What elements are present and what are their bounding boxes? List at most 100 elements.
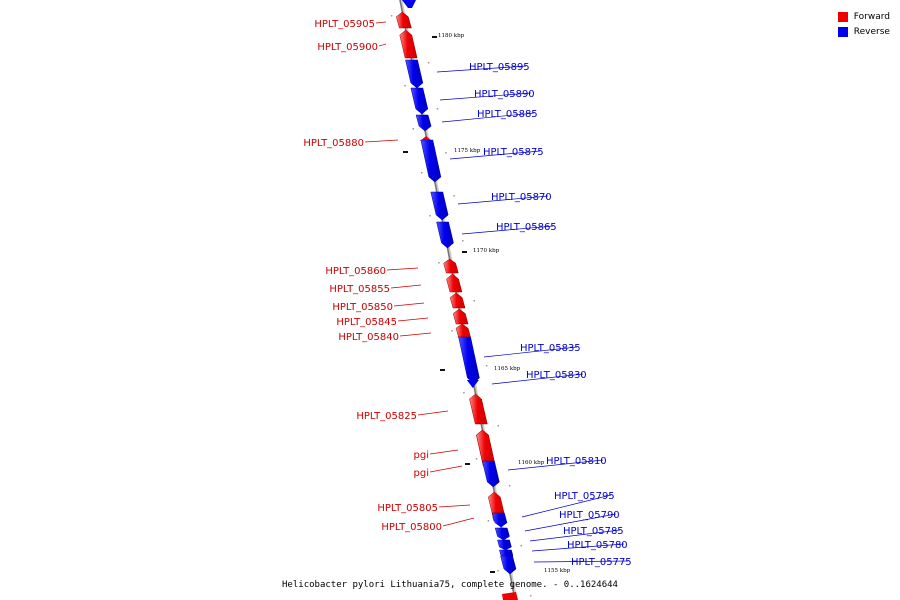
gene-label[interactable]: HPLT_05795 — [554, 491, 615, 502]
gene-leader-line — [439, 92, 532, 101]
gene-arrow[interactable] — [469, 393, 488, 425]
gene-arrow[interactable] — [436, 221, 454, 249]
axis-dot — [475, 458, 478, 460]
gene-leader-line — [442, 517, 475, 527]
legend-forward: Forward — [837, 9, 890, 24]
gene-label[interactable]: HPLT_05875 — [483, 147, 544, 158]
axis-dot — [451, 330, 453, 332]
gene-HPLT_05825-16[interactable]: HPLT_05825 — [356, 393, 488, 425]
gene-HPLT_05895-2[interactable]: HPLT_05895 — [405, 59, 530, 89]
gene-arrow[interactable] — [494, 527, 510, 541]
map-caption: Helicobacter pylori Lithuania75, complet… — [282, 580, 618, 590]
gene-arrow[interactable] — [455, 323, 472, 339]
gene-leader-line — [378, 43, 387, 47]
gene-HPLT_05775-26[interactable]: HPLT_05775 — [500, 555, 632, 575]
gene-HPLT_05795-22[interactable]: HPLT_05795 — [491, 491, 615, 528]
gene-leader-line — [390, 284, 422, 289]
gene-arrow-partial-top — [402, 0, 416, 8]
gene-arrow[interactable] — [458, 336, 480, 384]
gene-arrow[interactable] — [415, 114, 432, 132]
gene-HPLT_05860-9[interactable]: HPLT_05860 — [325, 258, 459, 277]
gene-arrow[interactable] — [420, 139, 442, 183]
gene-label[interactable]: HPLT_05835 — [520, 343, 581, 354]
gene-arrow[interactable] — [446, 273, 463, 293]
gene-label[interactable]: pgi — [414, 468, 429, 479]
gene-leader-line — [457, 195, 549, 205]
gene-arrow[interactable] — [452, 308, 469, 325]
gene-arrow[interactable] — [443, 258, 459, 274]
gene-HPLT_05880-5[interactable]: HPLT_05880 — [303, 136, 433, 149]
gene-label[interactable]: HPLT_05890 — [474, 89, 535, 100]
gene-arrow[interactable] — [430, 191, 449, 221]
gene-arrow[interactable] — [396, 11, 412, 29]
reverse-swatch — [837, 26, 848, 37]
gene-arrow[interactable] — [399, 29, 418, 59]
gene-HPLT_05900-1[interactable]: HPLT_05900 — [317, 29, 418, 59]
gene-HPLT_05885-4[interactable]: HPLT_05885 — [415, 109, 538, 132]
axis-dot — [520, 545, 522, 547]
gene-arrow[interactable] — [500, 555, 517, 575]
legend-reverse-label: Reverse — [853, 26, 890, 37]
gene-label[interactable]: HPLT_05860 — [325, 266, 386, 277]
gene-HPLT_05875-6[interactable]: HPLT_05875 — [420, 139, 544, 183]
tick-layer: 1180 kbp 1175 kbp 1170 kbp 1165 kbp 1160 kbp… — [403, 33, 571, 574]
tick-mark — [432, 36, 437, 38]
gene-arrow[interactable] — [466, 380, 479, 388]
gene-label[interactable]: HPLT_05785 — [563, 526, 624, 537]
axis-dot — [497, 570, 499, 572]
gene-arrow[interactable] — [410, 87, 429, 115]
gene-label[interactable]: HPLT_05900 — [317, 42, 378, 53]
gene-label[interactable]: HPLT_05780 — [567, 540, 628, 551]
gene-HPLT_05850-11[interactable]: HPLT_05850 — [332, 292, 466, 313]
gene-label[interactable]: HPLT_05840 — [338, 332, 399, 343]
axis-dot — [462, 240, 464, 242]
gene-HPLT_05780-25[interactable]: HPLT_05780 — [499, 540, 628, 559]
tick-label: 1165 kbp — [494, 366, 521, 372]
axis-dot — [485, 365, 488, 367]
gene-label[interactable]: HPLT_05885 — [477, 109, 538, 120]
gene-HPLT_05805-20[interactable]: HPLT_05805 — [377, 491, 506, 519]
tick-mark — [462, 251, 467, 253]
gene-label[interactable]: HPLT_05880 — [303, 138, 364, 149]
gene-arrow[interactable] — [405, 59, 424, 89]
legend-reverse: Reverse — [837, 24, 890, 39]
gene-arrow[interactable] — [476, 429, 496, 467]
gene-label[interactable]: HPLT_05845 — [336, 317, 397, 328]
gene-HPLT_05870-7[interactable]: HPLT_05870 — [430, 191, 552, 221]
gene-label[interactable]: HPLT_05810 — [546, 456, 607, 467]
gene-HPLT_05790-23[interactable]: HPLT_05790 — [494, 510, 620, 541]
gene-label[interactable]: HPLT_05825 — [356, 411, 417, 422]
gene-label[interactable]: pgi — [414, 450, 429, 461]
gene-label[interactable]: HPLT_05805 — [377, 503, 438, 514]
gene-HPLT_05830-15[interactable]: HPLT_05830 — [466, 370, 587, 388]
gene-label[interactable]: HPLT_05850 — [332, 302, 393, 313]
tick-mark — [490, 571, 495, 573]
gene-label[interactable]: HPLT_05865 — [496, 222, 557, 233]
gene-HPLT_05855-10[interactable]: HPLT_05855 — [329, 273, 463, 295]
gene-HPLT_05785-24[interactable]: HPLT_05785 — [497, 526, 624, 551]
gene-arrow[interactable] — [482, 460, 500, 488]
axis-dot — [453, 195, 455, 197]
gene-label[interactable]: HPLT_05830 — [526, 370, 587, 381]
gene-label[interactable]: HPLT_05790 — [559, 510, 620, 521]
gene-leader-line — [436, 65, 527, 73]
gene-leader-line — [364, 139, 399, 143]
gene-HPLT_05835-14[interactable]: HPLT_05835 — [458, 336, 581, 384]
gene-leader-line — [393, 302, 425, 307]
gene-label[interactable]: HPLT_05870 — [491, 192, 552, 203]
gene-leader-line — [529, 529, 621, 542]
gene-HPLT_05865-8[interactable]: HPLT_05865 — [436, 221, 557, 249]
gene-arrow[interactable] — [491, 512, 508, 528]
gene-label[interactable]: HPLT_05895 — [469, 62, 530, 73]
gene-label[interactable]: HPLT_05905 — [314, 19, 375, 30]
gene-HPLT_05800-21[interactable]: HPLT_05800 — [381, 514, 507, 533]
gene-HPLT_05890-3[interactable]: HPLT_05890 — [410, 87, 535, 115]
gene-label[interactable]: HPLT_05800 — [381, 522, 442, 533]
gene-arrow[interactable] — [497, 539, 512, 551]
gene-HPLT_05905-0[interactable]: HPLT_05905 — [314, 11, 412, 30]
gene-label[interactable]: HPLT_05775 — [571, 557, 632, 568]
tick-label: 1160 kbp — [518, 460, 545, 466]
gene-HPLT_05810-19[interactable]: HPLT_05810 — [482, 456, 607, 488]
gene-arrow[interactable] — [449, 292, 466, 309]
gene-label[interactable]: HPLT_05855 — [329, 284, 390, 295]
